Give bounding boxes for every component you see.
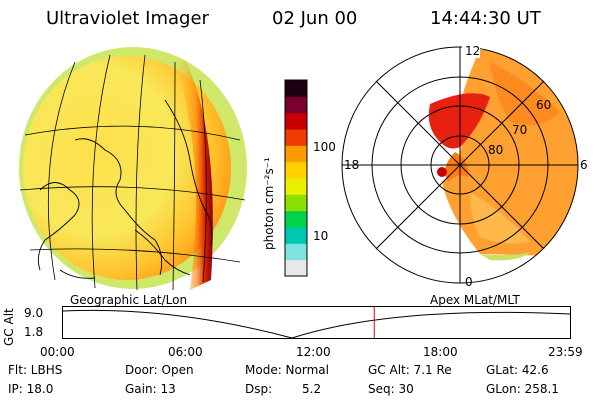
colorbar-band [285, 259, 307, 277]
altitude-tick-high: 9.0 [24, 306, 44, 320]
date-label: 02 Jun 00 [272, 8, 358, 29]
filter-info: Flt: LBHS [8, 363, 63, 377]
left-panel-caption: Geographic Lat/Lon [70, 293, 188, 307]
colorbar-band [285, 96, 307, 114]
right-panel-caption: Apex MLat/MLT [430, 293, 520, 307]
mlat-70-label: 70 [512, 123, 527, 137]
colorbar-tick-10: 10 [313, 229, 329, 243]
colorbar-band [285, 112, 307, 130]
colorbar [284, 79, 308, 277]
colorbar-band [285, 145, 307, 163]
colorbar-band [285, 243, 307, 261]
dsp-value: 5.2 [302, 382, 322, 396]
gain-info: Gain: 13 [125, 382, 176, 396]
mode-info: Mode: Normal [245, 363, 329, 377]
graticule [19, 54, 246, 291]
time-tick-0000: 00:00 [40, 345, 75, 359]
time-tick-2359: 23:59 [548, 345, 583, 359]
colorbar-band [285, 178, 307, 195]
mlat-80-label: 80 [488, 143, 503, 157]
colorbar-label: photon cm⁻²s⁻¹ [262, 157, 276, 250]
colorbar-band [285, 129, 307, 146]
time-label: 14:44:30 UT [430, 8, 541, 29]
ip-info: IP: 18.0 [8, 382, 54, 396]
mlt-18-label: 18 [344, 158, 359, 172]
mlt-0-label: 0 [465, 275, 473, 289]
dsp-label: Dsp: [245, 382, 273, 396]
altitude-curve [62, 309, 571, 339]
colorbar-band [285, 227, 307, 244]
gc-altitude-info: GC Alt: 7.1 Re [368, 363, 452, 377]
instrument-title: Ultraviolet Imager [46, 8, 209, 29]
glat-info: GLat: 42.6 [486, 363, 549, 377]
colorbar-fill [285, 80, 307, 277]
time-tick-1200: 12:00 [296, 345, 331, 359]
colorbar-tick-100: 100 [313, 140, 336, 154]
sequence-info: Seq: 30 [368, 382, 414, 396]
mlat-60-label: 60 [536, 98, 551, 112]
colorbar-band [285, 80, 307, 97]
colorbar-band [285, 194, 307, 212]
mlt-12-label: 12 [465, 44, 480, 58]
coastlines [37, 99, 213, 279]
mlt-6-label: 6 [580, 158, 588, 172]
altitude-tick-low: 1.8 [24, 325, 44, 339]
altitude-timeline [62, 306, 571, 339]
polar-grid [341, 46, 579, 284]
time-tick-1800: 18:00 [423, 345, 458, 359]
globe-image [19, 47, 247, 291]
glon-info: GLon: 258.1 [486, 382, 559, 396]
colorbar-band [285, 161, 307, 179]
door-info: Door: Open [125, 363, 194, 377]
time-tick-0600: 06:00 [168, 345, 203, 359]
globe-disc [23, 56, 231, 280]
auroral-oval [428, 50, 578, 261]
altitude-axis-title: GC Alt [2, 308, 16, 346]
polar-plot: 12 18 6 0 60 70 80 [341, 42, 588, 289]
colorbar-band [285, 210, 307, 228]
